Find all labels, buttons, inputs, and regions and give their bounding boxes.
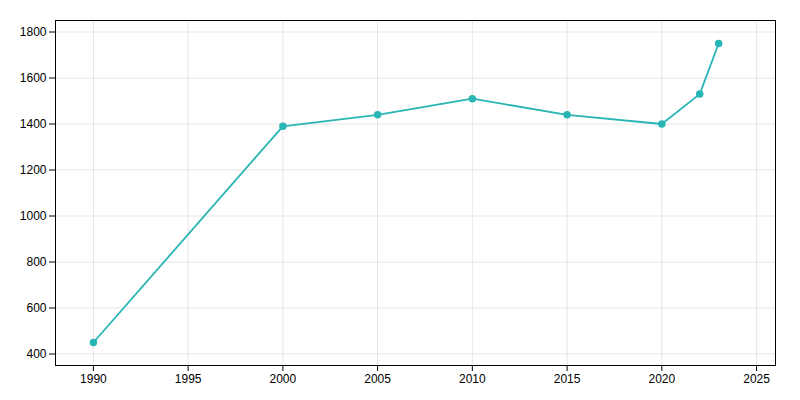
svg-text:1990: 1990 [80, 372, 107, 386]
svg-text:1800: 1800 [20, 25, 47, 39]
svg-text:2015: 2015 [554, 372, 581, 386]
svg-text:2025: 2025 [743, 372, 770, 386]
svg-text:1995: 1995 [175, 372, 202, 386]
svg-text:2010: 2010 [459, 372, 486, 386]
svg-text:2020: 2020 [648, 372, 675, 386]
svg-text:400: 400 [26, 347, 46, 361]
svg-text:2000: 2000 [270, 372, 297, 386]
svg-text:1200: 1200 [20, 163, 47, 177]
svg-text:800: 800 [26, 255, 46, 269]
svg-text:1600: 1600 [20, 71, 47, 85]
svg-text:1400: 1400 [20, 117, 47, 131]
svg-text:2005: 2005 [364, 372, 391, 386]
svg-text:1000: 1000 [20, 209, 47, 223]
svg-text:600: 600 [26, 301, 46, 315]
